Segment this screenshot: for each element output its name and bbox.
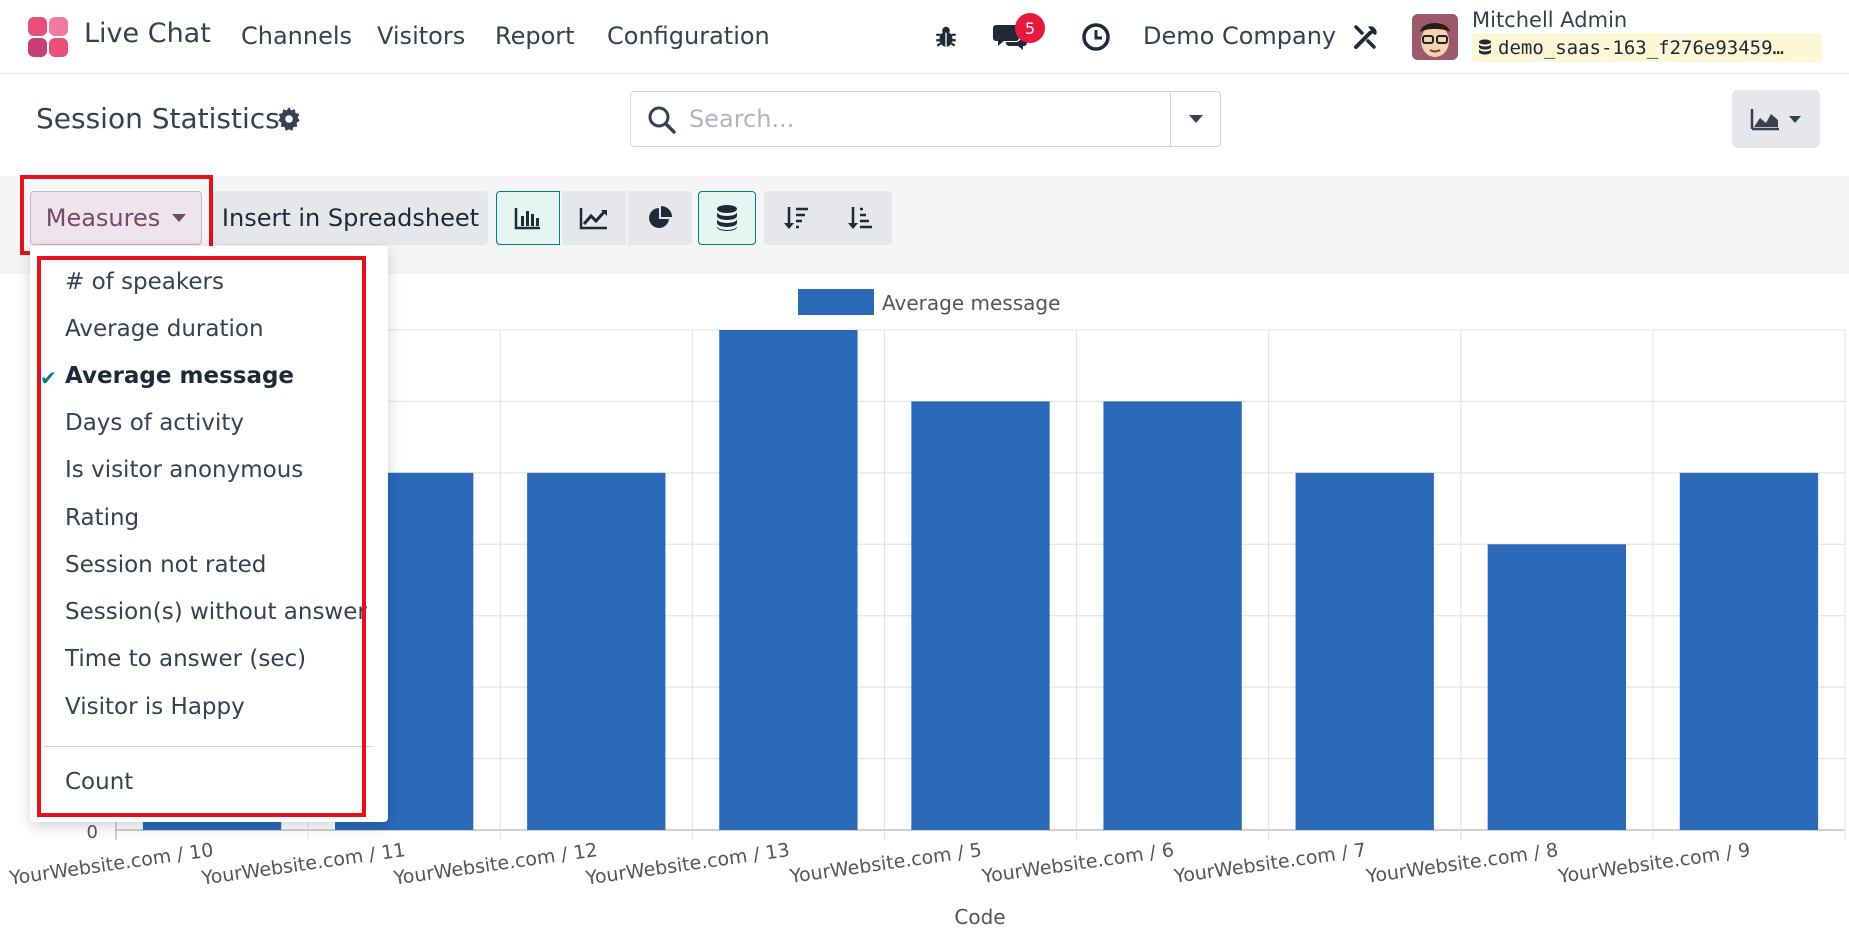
company-switcher[interactable]: Demo Company [1143,22,1337,50]
measure-average-message[interactable]: Average message [65,363,295,389]
checkmark-icon: ✔ [40,366,57,390]
chevron-down-icon [1188,115,1203,123]
debug-bug-icon[interactable] [930,18,962,56]
measure-rating[interactable]: Rating [65,505,140,531]
measures-dropdown: # of speakers Average duration ✔ Average… [30,246,388,822]
measure-count[interactable]: Count [65,769,134,795]
measure-is-visitor-anonymous[interactable]: Is visitor anonymous [65,457,304,483]
messages-count-badge: 5 [1015,13,1045,43]
y-tick-label: 0 [87,822,98,843]
x-tick-label: YourWebsite.com / 9 [1556,839,1752,888]
pie-chart-icon [649,206,672,228]
user-avatar[interactable] [1412,14,1458,60]
database-icon [1479,39,1491,54]
bar[interactable] [911,401,1050,830]
view-switcher-button[interactable] [1732,90,1820,148]
measures-button[interactable]: Measures [30,191,202,245]
measure-average-duration[interactable]: Average duration [65,316,264,342]
bar[interactable] [1103,401,1242,830]
bar-chart-button[interactable] [496,191,560,245]
page-title: Session Statistics [36,102,280,135]
live-chat-logo-icon[interactable] [28,17,68,57]
search-input[interactable] [689,98,1139,140]
x-tick-label: YourWebsite.com / 10 [7,839,215,890]
x-tick-label: YourWebsite.com / 8 [1364,839,1560,888]
search-options-toggle[interactable] [1170,92,1220,146]
top-navbar: Live Chat Channels Visitors Report Confi… [0,0,1849,74]
measure-days-of-activity[interactable]: Days of activity [65,410,244,436]
bar[interactable] [527,472,666,830]
legend-label: Average message [882,291,1060,315]
bar-chart-icon [514,208,540,230]
x-tick-label: YourWebsite.com / 5 [788,839,984,888]
menu-report[interactable]: Report [495,22,575,50]
x-tick-label: YourWebsite.com / 6 [980,839,1176,888]
line-chart-icon [579,208,607,230]
stacked-toggle-button[interactable] [698,191,756,245]
pie-chart-button[interactable] [628,191,692,245]
tools-icon[interactable] [1348,18,1384,56]
user-name[interactable]: Mitchell Admin [1472,8,1628,32]
sort-ascending-button[interactable] [828,191,892,245]
x-axis-label: Code [954,905,1005,929]
chevron-down-icon [1789,115,1801,123]
database-stack-icon [717,205,737,231]
database-name: demo_saas-163_f276e93459… [1498,36,1784,59]
menu-configuration[interactable]: Configuration [607,22,770,50]
caret-down-icon [172,214,187,222]
menu-visitors[interactable]: Visitors [377,22,466,50]
menu-channels[interactable]: Channels [241,22,353,50]
area-chart-icon [1750,109,1779,131]
measure-session-not-rated[interactable]: Session not rated [65,552,267,578]
sort-ascending-icon [848,207,872,229]
search-bar [630,91,1221,147]
search-icon [648,106,676,134]
bar[interactable] [1487,544,1626,830]
x-tick-label: YourWebsite.com / 13 [583,839,791,890]
measures-label: Measures [45,204,161,232]
bar[interactable] [1295,472,1434,830]
line-chart-button[interactable] [562,191,626,245]
measure-visitor-is-happy[interactable]: Visitor is Happy [65,694,245,720]
menu-divider [44,746,374,747]
sort-descending-button[interactable] [764,191,828,245]
activity-clock-icon[interactable] [1078,18,1114,56]
gear-icon[interactable] [276,106,302,132]
measure-time-to-answer[interactable]: Time to answer (sec) [65,646,307,672]
x-tick-label: YourWebsite.com / 12 [391,839,599,890]
insert-in-spreadsheet-button[interactable]: Insert in Spreadsheet [213,191,488,245]
x-tick-label: YourWebsite.com / 7 [1172,839,1368,888]
sort-descending-icon [784,207,808,229]
legend-swatch [798,289,874,315]
x-tick-label: YourWebsite.com / 11 [199,839,407,890]
app-name[interactable]: Live Chat [84,18,211,49]
database-chip: demo_saas-163_f276e93459… [1472,33,1822,62]
bar[interactable] [1679,472,1819,830]
measure-number-of-speakers[interactable]: # of speakers [65,269,224,295]
bar[interactable] [719,330,858,830]
measure-sessions-without-answer[interactable]: Session(s) without answer [65,599,367,625]
